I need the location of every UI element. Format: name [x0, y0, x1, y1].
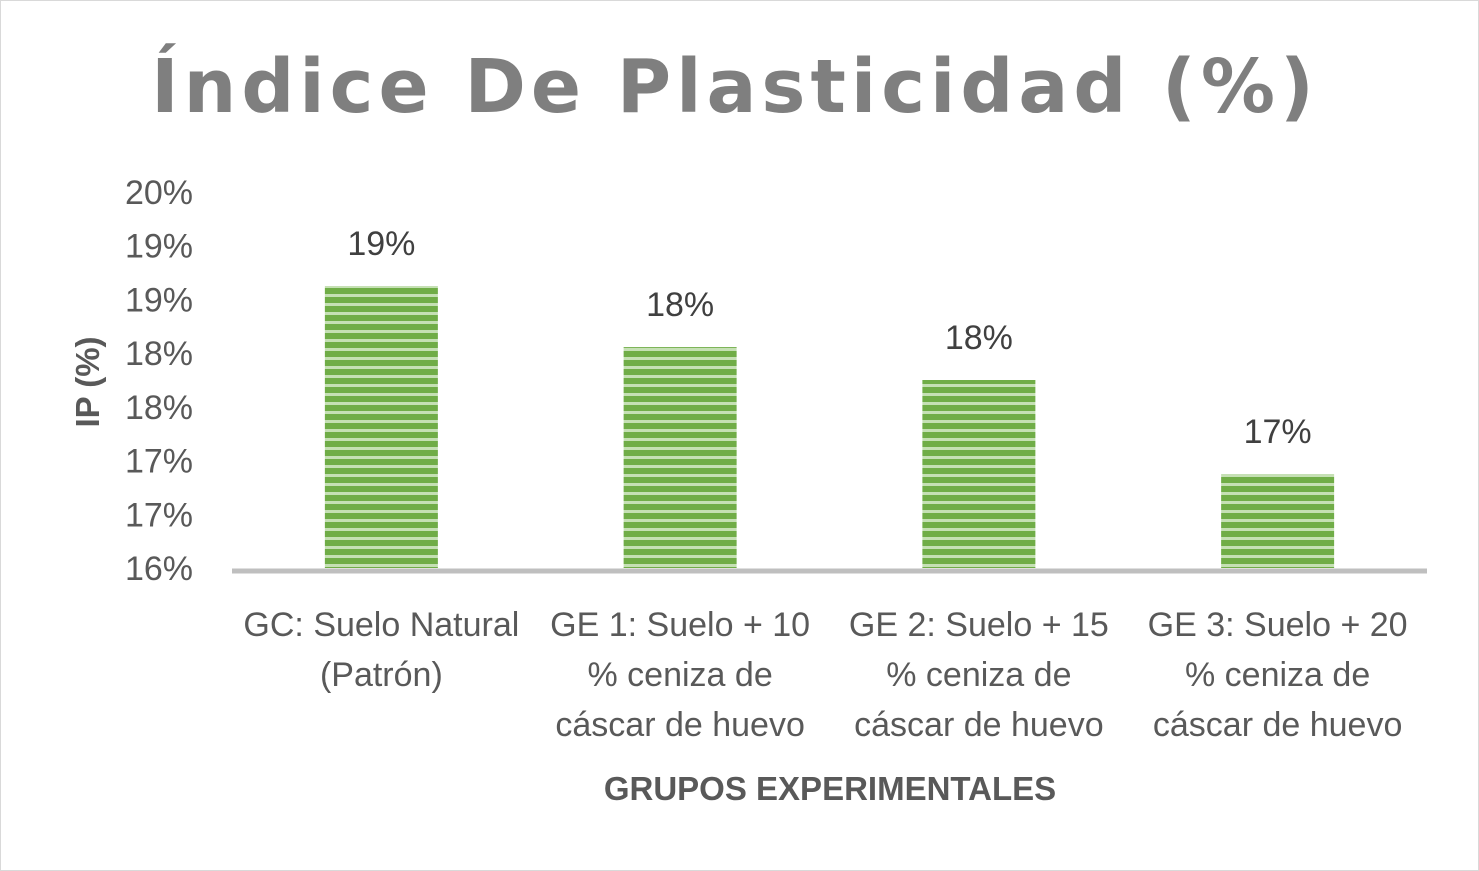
- y-tick-label: 19%: [125, 228, 193, 266]
- y-tick-label: 17%: [125, 496, 193, 534]
- chart-title: Índice De Plasticidad (%): [151, 42, 1319, 130]
- bar: [1221, 474, 1335, 568]
- bar: [623, 347, 737, 568]
- bar: [922, 380, 1036, 568]
- data-label: 19%: [347, 225, 415, 263]
- data-labels: 19% 18% 18% 17%: [347, 225, 1311, 451]
- data-label: 17%: [1244, 413, 1312, 451]
- category-label-line: cáscar de huevo: [555, 706, 805, 744]
- y-tick-label: 18%: [125, 335, 193, 373]
- category-label-line: GC: Suelo Natural: [243, 606, 519, 644]
- category-label-line: cáscar de huevo: [1153, 706, 1403, 744]
- x-axis-title: GRUPOS EXPERIMENTALES: [604, 770, 1056, 807]
- category-label-line: % ceniza de: [886, 656, 1071, 694]
- y-tick-label: 19%: [125, 281, 193, 319]
- y-axis-tick-labels: 16% 17% 17% 18% 18% 19% 19% 20%: [125, 174, 193, 588]
- category-label-line: cáscar de huevo: [854, 706, 1104, 744]
- y-tick-label: 16%: [125, 550, 193, 588]
- y-axis-title: IP (%): [69, 336, 106, 427]
- category-label-line: (Patrón): [320, 656, 443, 694]
- data-label: 18%: [945, 319, 1013, 357]
- bars: [324, 286, 1335, 568]
- x-axis-category-labels: GC: Suelo Natural (Patrón) GE 1: Suelo + 1…: [243, 606, 1407, 744]
- category-label-line: GE 3: Suelo + 20: [1148, 606, 1408, 644]
- category-label-line: % ceniza de: [588, 656, 773, 694]
- category-label-line: GE 1: Suelo + 10: [550, 606, 810, 644]
- bar: [324, 286, 438, 568]
- y-tick-label: 18%: [125, 389, 193, 427]
- data-label: 18%: [646, 286, 714, 324]
- y-tick-label: 17%: [125, 443, 193, 481]
- category-label-line: GE 2: Suelo + 15: [849, 606, 1109, 644]
- category-label-line: % ceniza de: [1185, 656, 1370, 694]
- y-tick-label: 20%: [125, 174, 193, 212]
